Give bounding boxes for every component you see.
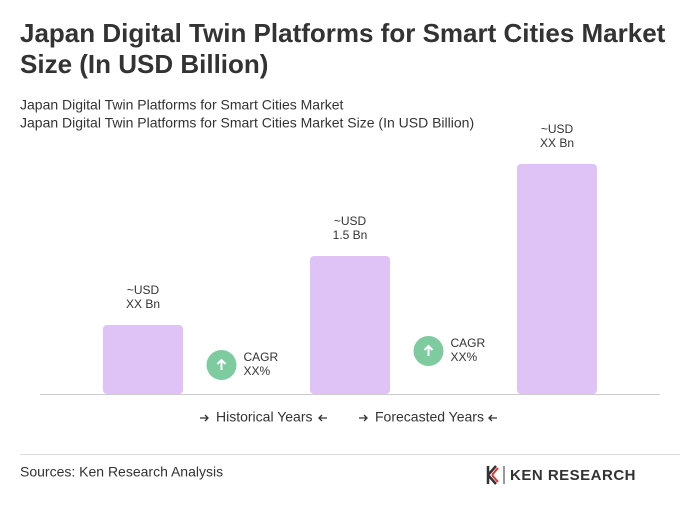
value-label: ~USD	[334, 214, 367, 228]
logo: KEN RESEARCH	[486, 465, 636, 485]
subtitle: Japan Digital Twin Platforms for Smart C…	[20, 115, 474, 131]
logo-mark	[491, 467, 499, 483]
legend-arrow	[318, 414, 327, 422]
cagr-value: XX%	[451, 350, 478, 364]
value-label: 1.5 Bn	[333, 228, 368, 242]
cagr-label: CAGR	[451, 336, 486, 350]
legend-label: Historical Years	[216, 409, 313, 425]
cagr-label: CAGR	[244, 350, 279, 364]
value-label: XX Bn	[540, 136, 574, 150]
chart-title: Japan Digital Twin Platforms for Smart C…	[20, 18, 666, 79]
cagr-value: XX%	[244, 364, 271, 378]
value-label: XX Bn	[126, 297, 160, 311]
bar	[310, 256, 390, 394]
legend-label: Forecasted Years	[375, 409, 484, 425]
value-label: ~USD	[541, 122, 574, 136]
logo-text: KEN RESEARCH	[510, 467, 636, 484]
logo-mark	[486, 465, 497, 485]
legend-arrow	[359, 414, 368, 422]
bar	[517, 164, 597, 394]
bar	[103, 325, 183, 394]
cagr-arrow	[423, 344, 434, 356]
legend-arrow	[488, 414, 497, 422]
legend-arrow	[200, 414, 209, 422]
value-label: ~USD	[127, 283, 160, 297]
subtitle: Japan Digital Twin Platforms for Smart C…	[20, 97, 344, 113]
source: Sources: Ken Research Analysis	[20, 464, 223, 480]
cagr-arrow	[216, 358, 227, 370]
